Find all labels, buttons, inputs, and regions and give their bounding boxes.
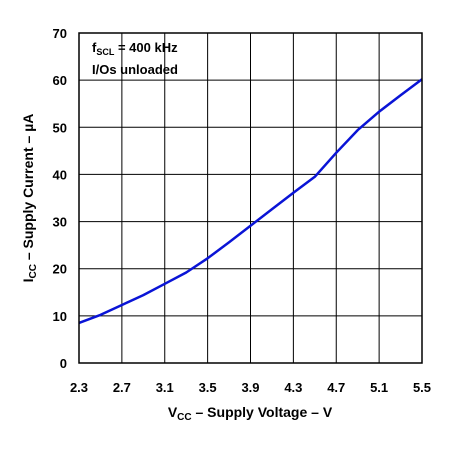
x-axis-label-main: V (168, 404, 178, 420)
x-tick-label: 4.3 (284, 380, 302, 395)
annotation-fscl: fSCL = 400 kHz (92, 40, 178, 57)
annotation-fscl-rest: = 400 kHz (114, 40, 178, 55)
y-axis-label: ICC – Supply Current – µA (20, 114, 39, 283)
annotation-fscl-sub: SCL (96, 47, 115, 57)
x-axis-label-sub: CC (177, 412, 191, 423)
x-tick-label: 5.5 (413, 380, 431, 395)
x-tick-label: 3.9 (241, 380, 259, 395)
x-tick-labels: 2.3 2.7 3.1 3.5 3.9 4.3 4.7 5.1 5.5 (70, 380, 431, 395)
x-tick-label: 2.3 (70, 380, 88, 395)
y-tick-label: 60 (53, 73, 67, 88)
x-axis-label: VCC – Supply Voltage – V (168, 404, 333, 423)
y-axis-label-sub: CC (28, 264, 39, 278)
plot-frame (78, 32, 423, 364)
y-tick-labels: 0 10 20 30 40 50 60 70 (53, 26, 67, 371)
y-tick-label: 0 (60, 356, 67, 371)
x-tick-label: 4.7 (327, 380, 345, 395)
y-axis-label-main: I (20, 279, 36, 283)
x-tick-label: 3.1 (156, 380, 174, 395)
y-tick-label: 20 (53, 262, 67, 277)
x-tick-label: 5.1 (370, 380, 388, 395)
annotation-ios-unloaded: I/Os unloaded (92, 62, 178, 77)
x-tick-label: 2.7 (113, 380, 131, 395)
x-axis-label-rest: – Supply Voltage – V (192, 404, 333, 420)
series-line-0 (78, 78, 423, 325)
series-layer (78, 78, 423, 325)
grid (78, 32, 423, 364)
y-tick-label: 70 (53, 26, 67, 41)
y-tick-label: 50 (53, 120, 67, 135)
annotation-fscl-main: f (92, 40, 97, 55)
y-tick-label: 30 (53, 215, 67, 230)
y-tick-label: 10 (53, 309, 67, 324)
y-tick-label: 40 (53, 167, 67, 182)
y-axis-label-rest: – Supply Current – µA (20, 114, 36, 264)
x-tick-label: 3.5 (199, 380, 217, 395)
